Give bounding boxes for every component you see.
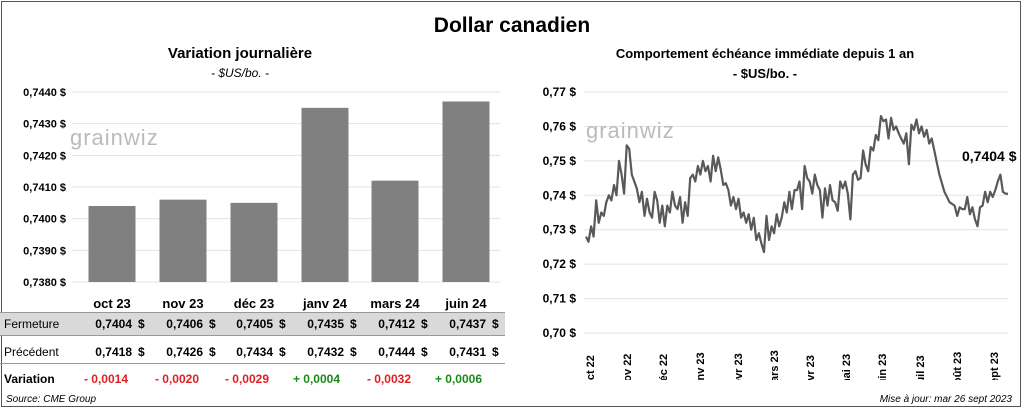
- table-cell: + 0,0006: [434, 372, 482, 386]
- source-note: Source: CME Group: [6, 394, 97, 405]
- y-tick-label: 0,7420 $: [23, 150, 66, 162]
- x-category-label: juin 24: [444, 296, 487, 311]
- table-cell: - 0,0029: [224, 372, 269, 386]
- table-cell: 0,7418: [95, 345, 132, 359]
- y-tick-label: 0,7400 $: [23, 214, 66, 226]
- x-tick-label: déc 22: [658, 354, 670, 380]
- currency-symbol: $: [279, 317, 286, 331]
- x-tick-label: janv 23: [695, 352, 707, 380]
- y-tick-label: 0,75 $: [543, 154, 577, 168]
- table-cell: 0,7434: [236, 345, 273, 359]
- currency-symbol: $: [350, 317, 357, 331]
- currency-symbol: $: [279, 345, 286, 359]
- x-tick-label: mars 23: [769, 350, 781, 380]
- watermark: grainwiz: [586, 118, 675, 143]
- table-cell: 0,7404: [95, 317, 132, 331]
- table-row-fermeture: Fermeture 0,7404 $0,7406 $0,7405 $0,7435 $0,…: [0, 312, 505, 336]
- row-label: Précédent: [4, 345, 59, 359]
- bar: [88, 206, 136, 282]
- x-category-label: déc 23: [234, 296, 274, 311]
- line-chart: grainwiz 0,77 $ 0,76 $ 0,75 $ 0,74 $ 0,73 $ 0…: [543, 85, 1017, 380]
- bar-chart: grainwiz 0,7440 $ 0,7430 $ 0,7420 $ 0,7410 …: [23, 87, 500, 311]
- table-row-precedent: Précédent 0,7418 $0,7426 $0,7434 $0,7432 $0,…: [0, 341, 505, 364]
- table-cell: 0,7437: [449, 317, 486, 331]
- table-cell: - 0,0032: [366, 372, 411, 386]
- table-cell: 0,7432: [307, 345, 344, 359]
- bar: [230, 202, 278, 282]
- price-line: [585, 115, 1009, 254]
- watermark: grainwiz: [70, 125, 159, 150]
- right-chart-title: Comportement échéance immédiate depuis 1…: [615, 46, 915, 61]
- y-tick-label: 0,7440 $: [23, 87, 66, 99]
- y-tick-label: 0,73 $: [543, 223, 577, 237]
- table-cell: 0,7426: [166, 345, 203, 359]
- left-chart-title: Variation journalière: [167, 45, 313, 62]
- table-row-variation: Variation - 0,0014 - 0,0020 - 0,0029 + 0,00…: [0, 368, 505, 390]
- x-category-label: mars 24: [370, 296, 420, 311]
- table-cell: 0,7431: [449, 345, 486, 359]
- y-tick-label: 0,70 $: [543, 326, 577, 340]
- currency-symbol: $: [492, 345, 499, 359]
- y-tick-label: 0,71 $: [543, 292, 577, 306]
- table-cell: 0,7405: [236, 317, 273, 331]
- table-cell: 0,7444: [378, 345, 415, 359]
- x-category-label: nov 23: [162, 296, 203, 311]
- currency-symbol: $: [138, 317, 145, 331]
- currency-symbol: $: [492, 317, 499, 331]
- update-date: Mise à jour: mar 26 sept 2023: [879, 394, 1012, 405]
- row-label: Fermeture: [4, 317, 60, 331]
- x-tick-label: févr 23: [733, 353, 745, 380]
- x-tick-label: juin 23: [877, 354, 889, 380]
- table-cell: - 0,0020: [154, 372, 199, 386]
- currency-symbol: $: [138, 345, 145, 359]
- y-tick-label: 0,76 $: [543, 119, 577, 133]
- currency-symbol: $: [421, 345, 428, 359]
- x-tick-label: nov 22: [622, 354, 634, 380]
- right-chart-subtitle: - $US/bo. -: [732, 66, 798, 81]
- currency-symbol: $: [209, 317, 216, 331]
- y-tick-label: 0,74 $: [543, 188, 577, 202]
- x-tick-label: sept 23: [989, 352, 1001, 380]
- bar: [371, 180, 419, 282]
- x-category-label: oct 23: [93, 296, 131, 311]
- currency-symbol: $: [350, 345, 357, 359]
- table-cell: 0,7406: [166, 317, 203, 331]
- table-cell: 0,7435: [307, 317, 344, 331]
- bar: [442, 101, 490, 282]
- last-price-callout: 0,7404 $: [962, 148, 1017, 164]
- x-tick-label: mai 23: [841, 354, 853, 380]
- y-tick-label: 0,7390 $: [23, 245, 66, 257]
- y-tick-label: 0,77 $: [543, 85, 577, 99]
- row-label: Variation: [4, 372, 55, 386]
- x-tick-label: oct 22: [585, 355, 597, 380]
- y-tick-label: 0,72 $: [543, 257, 577, 271]
- table-cell: 0,7412: [378, 317, 415, 331]
- left-chart-subtitle: - $US/bo. -: [210, 66, 270, 80]
- x-category-label: janv 24: [302, 296, 348, 311]
- bar: [301, 107, 349, 282]
- x-tick-label: juil 23: [915, 355, 927, 380]
- bar: [159, 199, 207, 282]
- table-cell: + 0,0004: [292, 372, 340, 386]
- table-cell: - 0,0014: [83, 372, 128, 386]
- x-tick-label: août 23: [952, 352, 964, 380]
- currency-symbol: $: [209, 345, 216, 359]
- x-tick-label: avr 23: [805, 355, 817, 380]
- currency-symbol: $: [421, 317, 428, 331]
- y-tick-label: 0,7410 $: [23, 182, 66, 194]
- y-tick-label: 0,7430 $: [23, 119, 66, 131]
- page-title: Dollar canadien: [433, 14, 591, 37]
- y-tick-label: 0,7380 $: [23, 277, 66, 289]
